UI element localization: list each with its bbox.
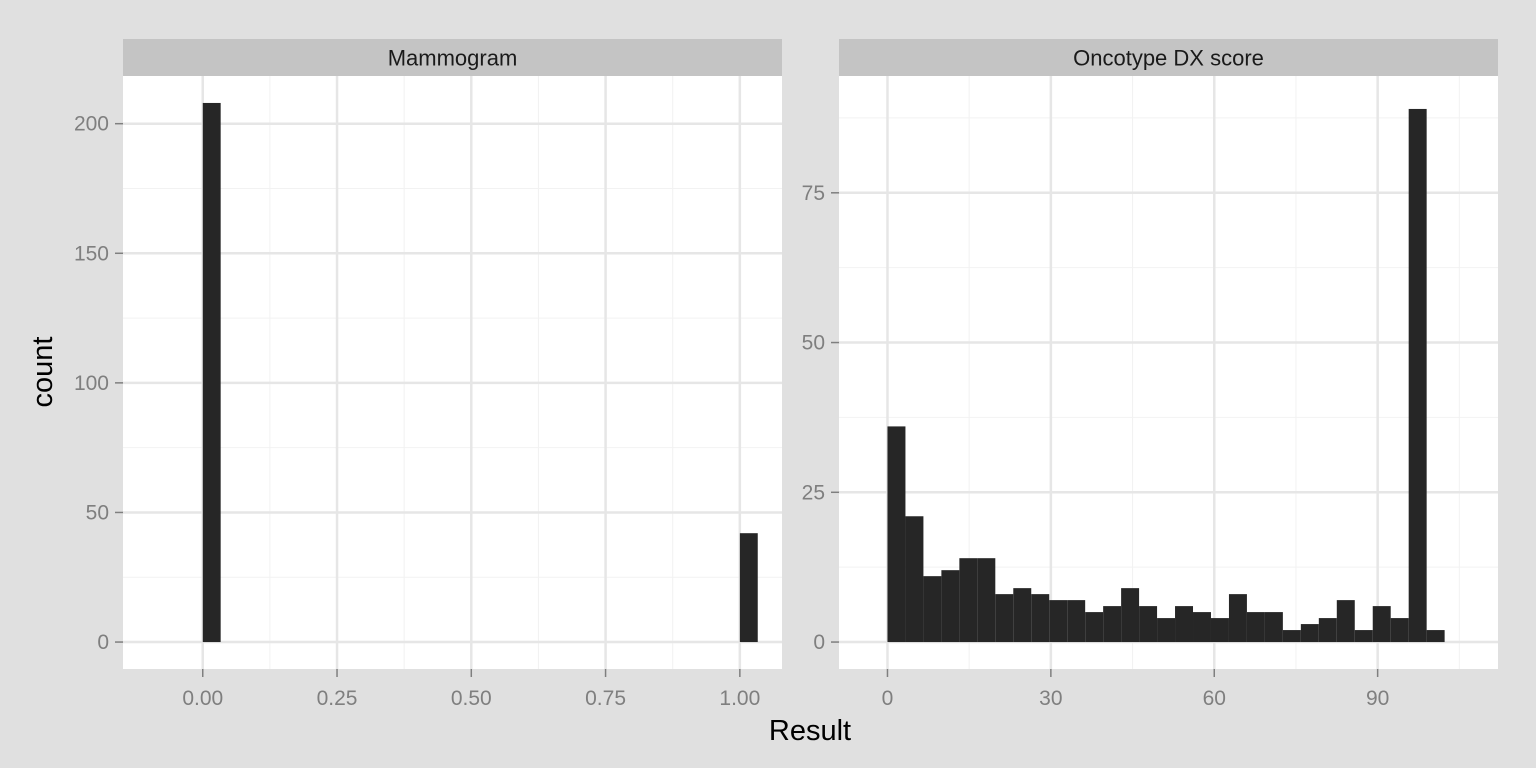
panel-oncotype: Oncotype DX score 0 25 50 75 0 30 60 90 bbox=[802, 39, 1498, 710]
bars-mammogram bbox=[202, 102, 758, 643]
histogram-bar bbox=[905, 516, 924, 643]
histogram-bar bbox=[1228, 594, 1247, 643]
histogram-bar bbox=[1408, 108, 1427, 643]
x-tick-label: 1.00 bbox=[719, 687, 760, 710]
strip-oncotype bbox=[839, 39, 1498, 76]
x-tick-label: 0.25 bbox=[317, 687, 358, 710]
histogram-bar bbox=[1336, 600, 1355, 643]
grid-mammogram bbox=[123, 76, 782, 669]
histogram-bar bbox=[941, 570, 960, 643]
histogram-bar bbox=[1264, 612, 1283, 643]
histogram-bar bbox=[1049, 600, 1068, 643]
x-tick-label: 60 bbox=[1203, 687, 1226, 710]
histogram-bar bbox=[923, 576, 942, 643]
strip-mammogram bbox=[123, 39, 782, 76]
histogram-bar bbox=[1121, 588, 1140, 643]
histogram-bar bbox=[1246, 612, 1265, 643]
x-axis-title: Result bbox=[769, 715, 851, 747]
histogram-bar bbox=[739, 533, 758, 643]
panel-mammogram: Mammogram 0 50 100 150 200 0.00 0.25 0.50 0.75 1… bbox=[74, 39, 782, 710]
y-axis-oncotype: 0 25 50 75 bbox=[802, 182, 839, 654]
x-tick-label: 0.75 bbox=[585, 687, 626, 710]
histogram-bar bbox=[1426, 630, 1445, 643]
histogram-bar bbox=[887, 426, 906, 643]
y-tick-label: 75 bbox=[802, 182, 825, 205]
histogram-bar bbox=[1103, 606, 1122, 643]
y-axis-mammogram: 0 50 100 150 200 bbox=[74, 113, 123, 654]
y-tick-label: 150 bbox=[74, 242, 109, 265]
histogram-bar bbox=[1390, 618, 1409, 643]
histogram-bar bbox=[1372, 606, 1391, 643]
x-axis-oncotype: 0 30 60 90 bbox=[882, 669, 1389, 710]
y-tick-label: 100 bbox=[74, 372, 109, 395]
histogram-bar bbox=[995, 594, 1014, 643]
panel-background-mammogram bbox=[123, 76, 782, 669]
y-tick-label: 25 bbox=[802, 481, 825, 504]
histogram-bar bbox=[1210, 618, 1229, 643]
histogram-bar bbox=[1282, 630, 1301, 643]
histogram-bar bbox=[1354, 630, 1373, 643]
histogram-bar bbox=[1085, 612, 1104, 643]
y-tick-label: 50 bbox=[86, 501, 109, 524]
y-tick-label: 50 bbox=[802, 332, 825, 355]
histogram-bar bbox=[1300, 624, 1319, 643]
y-tick-label: 0 bbox=[97, 631, 109, 654]
y-tick-label: 0 bbox=[813, 631, 825, 654]
x-tick-label: 0 bbox=[882, 687, 894, 710]
histogram-bar bbox=[959, 558, 978, 643]
histogram-bar bbox=[1318, 618, 1337, 643]
x-tick-label: 0.50 bbox=[451, 687, 492, 710]
panel-title-oncotype: Oncotype DX score bbox=[1073, 46, 1264, 71]
histogram-bar bbox=[1139, 606, 1158, 643]
bars-oncotype bbox=[887, 108, 1445, 643]
histogram-bar bbox=[1067, 600, 1086, 643]
histogram-bar bbox=[1193, 612, 1211, 643]
x-tick-label: 90 bbox=[1366, 687, 1389, 710]
panel-title-mammogram: Mammogram bbox=[388, 46, 518, 71]
histogram-bar bbox=[977, 558, 996, 643]
y-axis-title: count bbox=[27, 337, 59, 408]
histogram-bar bbox=[1175, 606, 1194, 643]
x-tick-label: 30 bbox=[1039, 687, 1062, 710]
x-axis-mammogram: 0.00 0.25 0.50 0.75 1.00 bbox=[182, 669, 760, 710]
histogram-bar bbox=[202, 102, 221, 643]
x-tick-label: 0.00 bbox=[182, 687, 223, 710]
y-tick-label: 200 bbox=[74, 113, 109, 136]
histogram-bar bbox=[1157, 618, 1176, 643]
histogram-bar bbox=[1013, 588, 1032, 643]
histogram-bar bbox=[1031, 594, 1050, 643]
